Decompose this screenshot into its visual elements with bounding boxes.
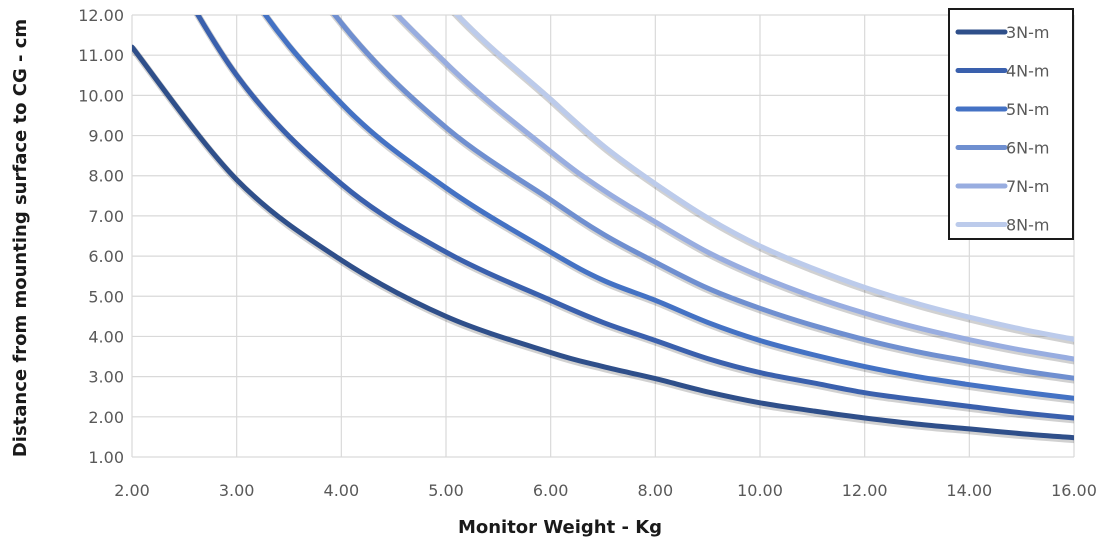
series-layer (132, 15, 1074, 444)
series-shadow (260, 15, 1074, 404)
y-tick-label: 12.00 (78, 6, 124, 25)
y-tick-labels: 1.00 2.00 3.00 4.00 5.00 6.00 7.00 8.00 9.00 10.0… (78, 6, 124, 467)
y-tick-label: 2.00 (88, 408, 124, 427)
y-tick-label: 8.00 (88, 167, 124, 186)
legend-label: 6N-m (1006, 139, 1050, 158)
x-tick-label: 16.00 (1051, 481, 1097, 500)
y-tick-label: 3.00 (88, 368, 124, 387)
grid-lines (131, 14, 1075, 458)
legend-label: 3N-m (1006, 23, 1050, 42)
y-tick-label: 7.00 (88, 207, 124, 226)
legend-box (948, 8, 1074, 240)
y-tick-label: 4.00 (88, 327, 124, 346)
series-line-4 (331, 15, 1074, 381)
legend: 3N-m 4N-m 5N-m 6N-m 7N-m 8N-m (948, 8, 1074, 240)
series-line-6 (453, 15, 1074, 342)
series-shadow (451, 15, 1074, 345)
y-tick-label: 5.00 (88, 287, 124, 306)
x-axis-title: Monitor Weight - Kg (458, 517, 662, 538)
x-tick-label: 12.00 (842, 481, 888, 500)
series-line-5 (393, 15, 1074, 362)
x-tick-label: 2.00 (114, 481, 150, 500)
y-axis-title: Distance from mounting surface to CG - c… (10, 19, 31, 457)
legend-label: 5N-m (1006, 100, 1050, 119)
y-tick-label: 1.00 (88, 448, 124, 467)
x-tick-label: 4.00 (324, 481, 360, 500)
x-tick-label: 6.00 (533, 481, 569, 500)
x-tick-label: 14.00 (946, 481, 992, 500)
x-tick-label: 3.00 (219, 481, 255, 500)
series-line-2 (195, 15, 1074, 421)
y-tick-label: 9.00 (88, 127, 124, 146)
y-tick-label: 10.00 (78, 86, 124, 105)
series-line-3 (262, 15, 1074, 401)
series-line-1 (132, 44, 1074, 441)
legend-label: 4N-m (1006, 62, 1050, 81)
y-tick-label: 6.00 (88, 247, 124, 266)
y-tick-label: 11.00 (78, 46, 124, 65)
legend-label: 8N-m (1006, 216, 1050, 235)
x-tick-label: 10.00 (737, 481, 783, 500)
x-tick-label: 5.00 (428, 481, 464, 500)
x-tick-label: 8.00 (638, 481, 674, 500)
x-tick-labels: 2.00 3.00 4.00 5.00 6.00 8.00 10.00 12.00 14.00 1… (114, 481, 1097, 500)
legend-label: 7N-m (1006, 177, 1050, 196)
